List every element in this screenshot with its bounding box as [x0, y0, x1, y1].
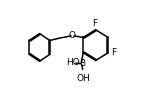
Text: OH: OH: [76, 74, 90, 83]
Text: F: F: [111, 48, 116, 56]
Text: HO: HO: [66, 58, 80, 67]
Text: F: F: [92, 19, 98, 28]
Text: O: O: [69, 31, 76, 40]
Text: B: B: [79, 59, 85, 68]
